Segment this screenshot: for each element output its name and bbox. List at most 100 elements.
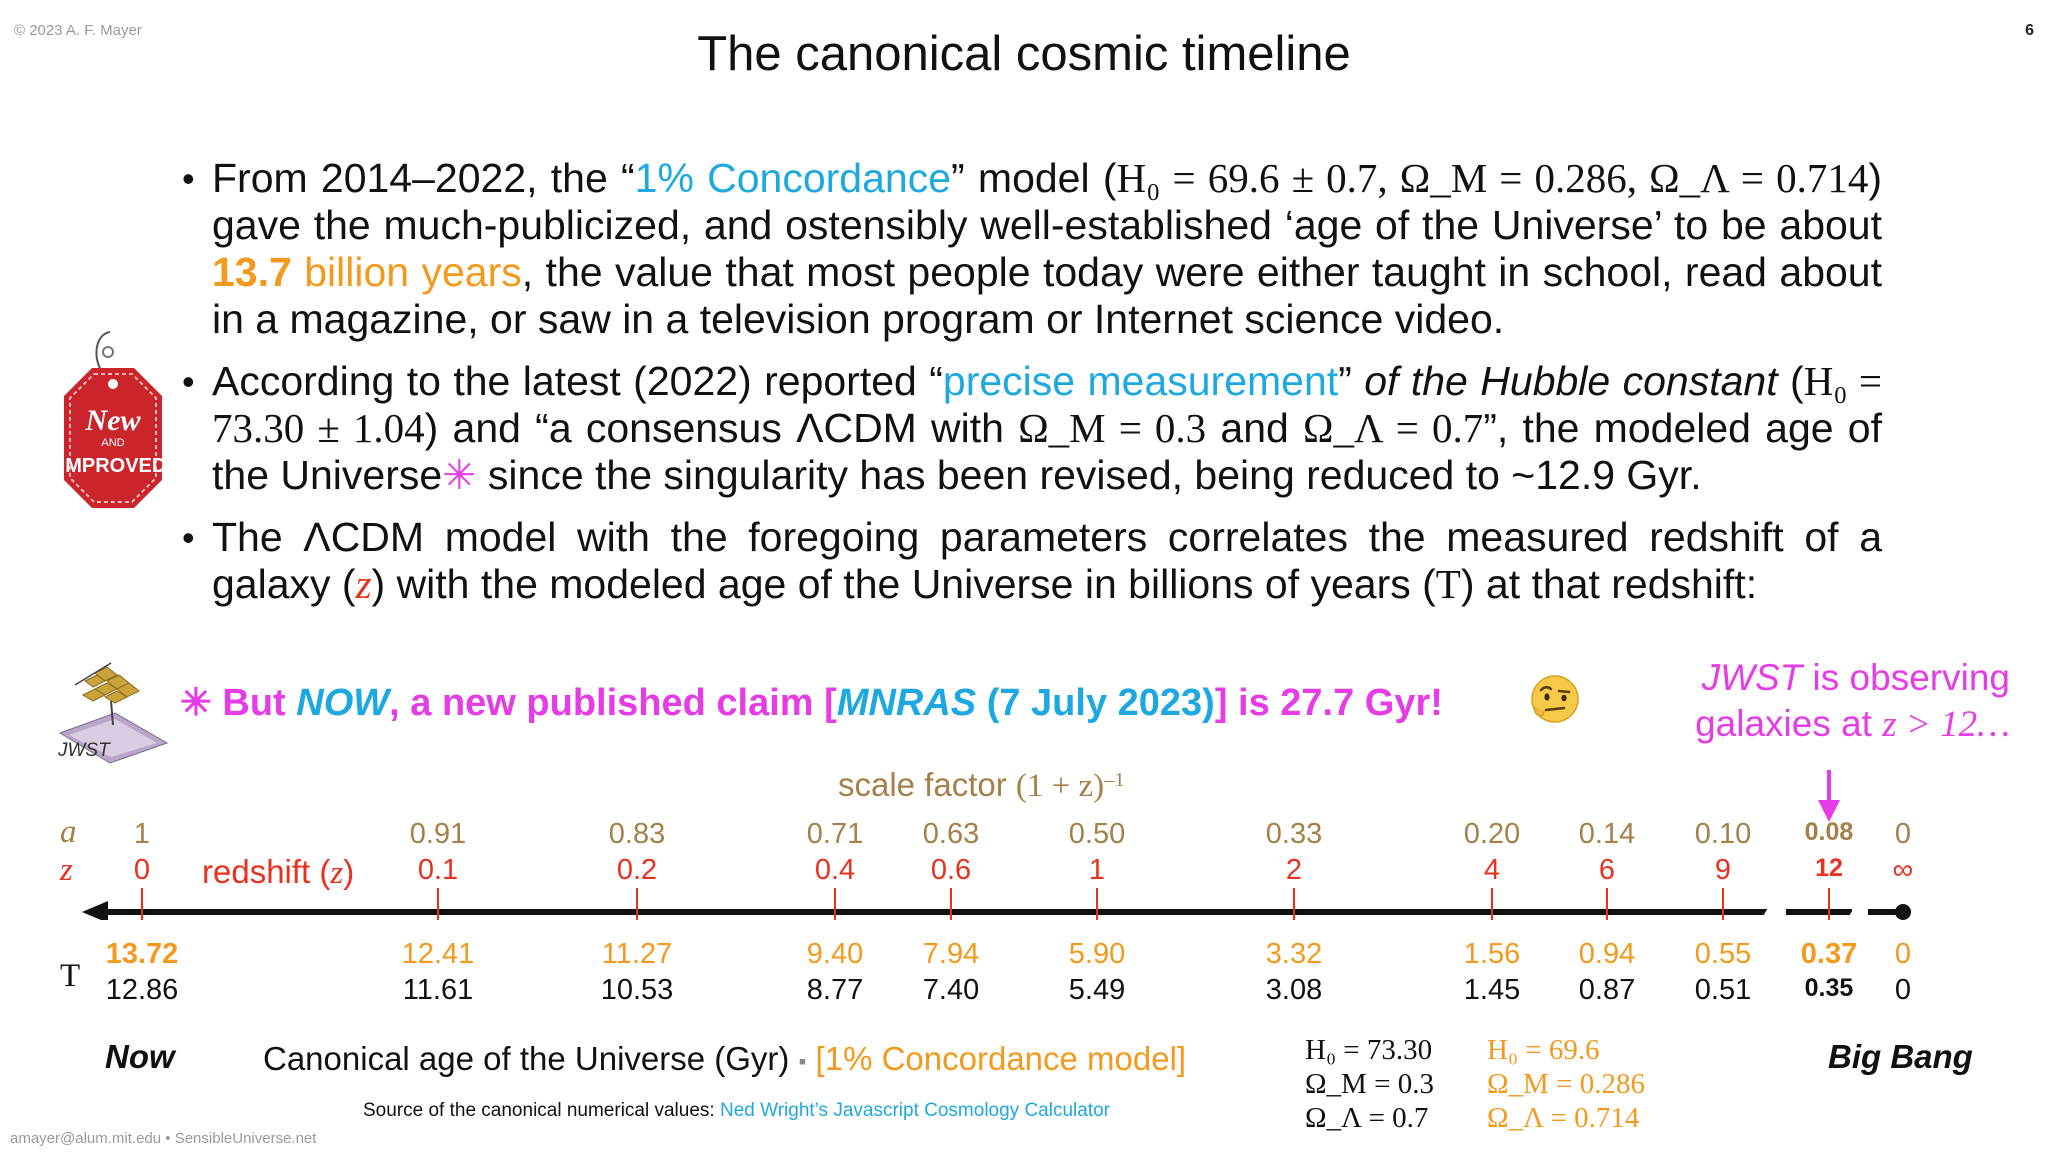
tick-scale-factor: 0.08 — [1804, 818, 1854, 846]
jwst-note-line-2: galaxies at z > 12… — [1640, 701, 2010, 748]
page-number: 6 — [2025, 22, 2034, 39]
tick-scale-factor: 0.71 — [806, 818, 864, 850]
canon-separator: ▪ — [798, 1048, 807, 1074]
tick-redshift: 0.4 — [814, 854, 856, 886]
b2-text-1: According to the latest (2022) reported … — [212, 358, 943, 404]
tick-scale-factor: 0.20 — [1463, 818, 1521, 850]
tick-redshift: 2 — [1285, 854, 1303, 886]
tick-scale-factor: 0.10 — [1694, 818, 1752, 850]
tick-age-modern: 12.86 — [105, 974, 179, 1006]
jwst-telescope-icon — [58, 662, 169, 764]
tick-age-modern: 5.49 — [1068, 974, 1126, 1006]
tick-scale-factor: 1 — [133, 818, 151, 850]
tick-age-concordance: 11.27 — [601, 938, 673, 970]
b2-text-6: ”, the modeled age of the Universe — [212, 405, 1882, 498]
tick-age-modern: 7.40 — [922, 974, 980, 1006]
tick-age-modern: 8.77 — [806, 974, 864, 1006]
row-label-z: z — [60, 852, 73, 888]
b3-text-1: The ΛCDM model with the foregoing parame… — [212, 514, 1882, 607]
scale-exponent: –1 — [1104, 768, 1125, 791]
params-conc-om: Ω_M = 0.286 — [1487, 1068, 1645, 1100]
tick-age-concordance: 5.90 — [1068, 938, 1126, 970]
tick-scale-factor: 0.91 — [409, 818, 467, 850]
tick-age-concordance: 12.41 — [401, 938, 475, 970]
age-number: 13.7 — [212, 249, 292, 295]
params-new: H₀ = 73.30 Ω_M = 0.3 Ω_Λ = 0.7 — [1305, 1033, 1434, 1135]
tick-age-modern: 0 — [1894, 974, 1912, 1006]
tick-age-concordance: 1.56 — [1463, 938, 1521, 970]
jwst-note-z: z > 12… — [1882, 704, 2010, 745]
params-conc-h0: H₀ = 69.6 — [1487, 1034, 1600, 1066]
scale-title-text: scale factor — [838, 766, 1016, 803]
redshift-label: redshift (z) — [202, 853, 354, 892]
copyright-notice: © 2023 A. F. Mayer — [14, 22, 142, 39]
now-label: Now — [105, 1038, 175, 1075]
tag-line-improved: IMPROVED — [60, 455, 167, 477]
source-note: Source of the canonical numerical values… — [363, 1100, 1110, 1122]
tick-age-concordance: 7.94 — [922, 938, 980, 970]
tick-scale-factor: 0.50 — [1068, 818, 1126, 850]
scale-factor-title: scale factor (1 + z)–1 — [838, 766, 1125, 805]
bullet-list: From 2014–2022, the “1% Concordance” mod… — [182, 155, 1882, 623]
concordance-highlight: 1% Concordance — [634, 155, 952, 201]
tick-age-modern: 1.45 — [1463, 974, 1521, 1006]
axis-tick-lines — [141, 888, 1830, 920]
slide-title: The canonical cosmic timeline — [697, 27, 1351, 81]
mnras-date: (7 July 2023) — [976, 682, 1215, 724]
big-bang-point — [1895, 904, 1911, 920]
axis-break-left — [1760, 898, 1779, 920]
tick-age-concordance: 0.37 — [1800, 938, 1858, 970]
tick-age-modern: 0.87 — [1578, 974, 1636, 1006]
redshift-label-close: ) — [343, 853, 355, 890]
b3-t: T — [1435, 561, 1461, 607]
tick-redshift: 6 — [1598, 854, 1616, 886]
bullet-lcdm: The ΛCDM model with the foregoing parame… — [182, 514, 1882, 608]
claim-now: NOW — [296, 682, 390, 724]
claim-text-3: ] is 27.7 Gyr! — [1214, 682, 1443, 724]
bullet-concordance: From 2014–2022, the “1% Concordance” mod… — [182, 155, 1882, 343]
tick-redshift: 12 — [1815, 854, 1843, 882]
jwst-note-text-1: is observing — [1802, 657, 2010, 698]
timeline-ticks: 1 0 13.72 12.86 0.91 0.1 12.41 11.61 0.83 0.2 11.2… — [0, 818, 2048, 1018]
tick-age-modern: 0.51 — [1694, 974, 1752, 1006]
b1-text-1: From 2014–2022, the “ — [212, 155, 635, 201]
b3-z: z — [355, 561, 372, 607]
b2-text-3: ( — [1777, 358, 1804, 404]
tick-redshift: 4 — [1483, 854, 1501, 886]
params-conc-ol: Ω_Λ = 0.714 — [1487, 1102, 1640, 1134]
new-claim-text: ✳ But NOW, a new published claim [MNRAS … — [180, 680, 1443, 725]
b1-formula: H₀ = 69.6 ± 0.7, Ω_M = 0.286, Ω_Λ = 0.71… — [1116, 155, 1869, 201]
tick-scale-factor: 0.14 — [1578, 818, 1636, 850]
source-text: Source of the canonical numerical values… — [363, 1100, 720, 1121]
canonical-age-caption: Canonical age of the Universe (Gyr) ▪ [1… — [263, 1040, 1186, 1078]
axis-arrow-head — [82, 901, 108, 920]
mnras-name: MNRAS — [836, 682, 977, 724]
tick-age-modern: 0.35 — [1804, 974, 1854, 1002]
canon-model: [1% Concordance model] — [806, 1040, 1187, 1077]
claim-asterisk-icon: ✳ — [180, 682, 212, 724]
tick-redshift: 9 — [1714, 854, 1732, 886]
bullet-hubble: According to the latest (2022) reported … — [182, 358, 1882, 499]
jwst-note-line-1: JWST is observing — [1640, 655, 2010, 701]
b2-text-4: ) and “a consensus ΛCDM with — [424, 405, 1019, 451]
tick-scale-factor: 0.63 — [922, 818, 980, 850]
params-new-om: Ω_M = 0.3 — [1305, 1068, 1434, 1100]
redshift-label-text: redshift ( — [202, 853, 331, 890]
tick-age-modern: 10.53 — [600, 974, 674, 1006]
big-bang-label: Big Bang — [1828, 1038, 1973, 1075]
tick-redshift: 0 — [133, 854, 151, 886]
claim-text-1: But — [211, 682, 297, 724]
tick-scale-factor: 0.33 — [1265, 818, 1323, 850]
jwst-label: JWST — [58, 740, 110, 761]
axis-break-right — [1846, 898, 1865, 920]
mnras-citation: MNRAS (7 July 2023) — [837, 682, 1215, 724]
b2-text-5: and — [1206, 405, 1304, 451]
tag-line-and: AND — [101, 437, 124, 449]
jwst-note-text-2: galaxies at — [1695, 703, 1883, 744]
cosmology-calculator-link[interactable]: Ned Wright’s Javascript Cosmology Calcul… — [719, 1100, 1110, 1121]
tick-redshift: 0.6 — [930, 854, 972, 886]
b1-text-2: ” model ( — [951, 155, 1117, 201]
b3-text-2: ) with the modeled age of the Universe i… — [371, 561, 1436, 607]
params-concordance: H₀ = 69.6 Ω_M = 0.286 Ω_Λ = 0.714 — [1487, 1033, 1645, 1135]
b1-text-3: ) gave the much-publicized, and ostensib… — [212, 155, 1882, 248]
